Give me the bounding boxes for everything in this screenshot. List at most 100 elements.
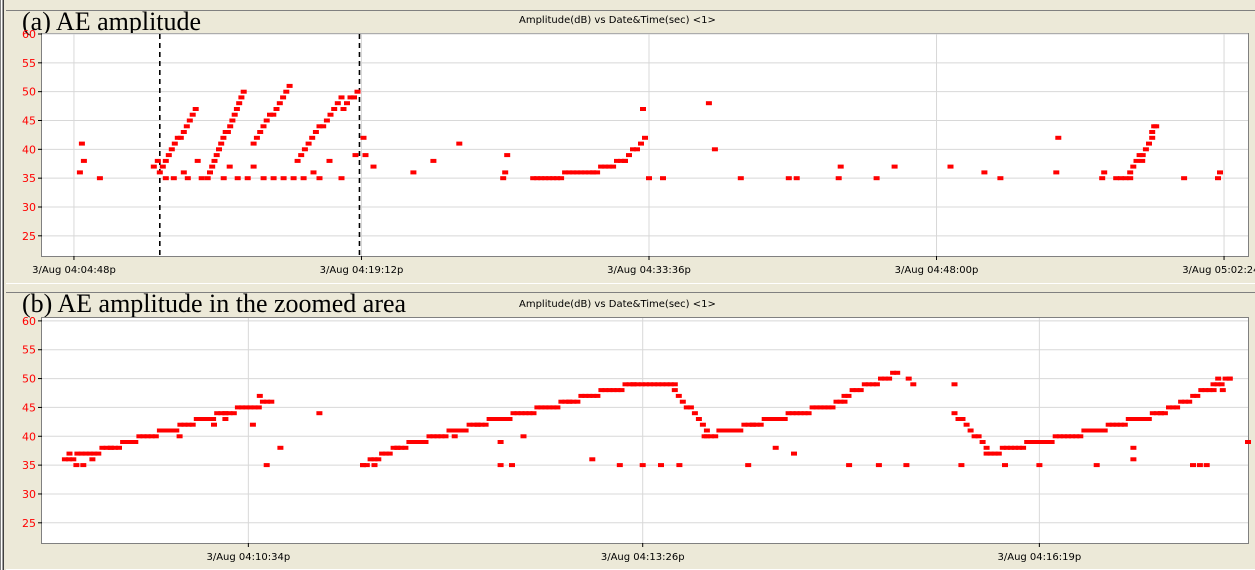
chart-a-point (216, 147, 222, 152)
chart-a-point (198, 176, 205, 181)
chart-a-ytick-label: 60 (22, 28, 36, 41)
chart-b-point (905, 376, 912, 381)
chart-a-point (316, 176, 323, 181)
chart-b-point (120, 440, 127, 444)
chart-b-point (422, 440, 429, 444)
chart-b-point (991, 451, 998, 456)
chart-b-ytick-label: 30 (22, 488, 36, 501)
chart-a-point (331, 107, 338, 111)
chart-b-xtick-label: 3/Aug 04:13:26p (601, 552, 685, 563)
chart-a-point (312, 130, 319, 134)
chart-b-point (550, 405, 557, 410)
chart-b-point (259, 399, 266, 404)
chart-b-point (1190, 393, 1197, 398)
chart-a-ytick-label: 45 (22, 114, 36, 127)
chart-b-point (379, 451, 386, 456)
chart-b-point (99, 445, 106, 450)
chart-a-point (213, 153, 220, 158)
chart-a-point (294, 158, 301, 163)
chart-b-point (1040, 440, 1047, 444)
chart-a-point (194, 158, 201, 163)
chart-b-point (594, 393, 601, 398)
chart-a-point (660, 176, 666, 181)
chart-a-point (554, 176, 561, 181)
chart-a-point (546, 176, 553, 181)
chart-b-point (371, 463, 378, 468)
chart-b-point (462, 428, 469, 433)
chart-b-point (618, 388, 625, 393)
chart-b-point (971, 434, 978, 439)
chart-a-point (270, 176, 277, 181)
chart-b-point (691, 411, 698, 416)
chart-b-point (86, 451, 93, 456)
chart-b-point (894, 370, 901, 375)
chart-a-point (180, 170, 187, 175)
chart-a-point (298, 153, 305, 158)
chart-b-point (1190, 463, 1196, 468)
chart-b-point (951, 382, 958, 387)
chart-b-point (761, 417, 768, 421)
chart-b-point (494, 417, 501, 421)
chart-b-point (520, 434, 527, 439)
chart-b-point (73, 463, 80, 468)
chart-b-point (651, 382, 658, 387)
chart-b-point (886, 376, 893, 381)
chart-a-plot-area[interactable]: 25 30 35 40 45 50 55 60 3/Aug 04:04:48p 3/Aug 04:… (22, 28, 1255, 276)
panel-b-label: (b) AE amplitude in the zoomed area (22, 289, 407, 318)
chart-b-point (66, 451, 73, 456)
chart-a-point (598, 164, 605, 169)
chart-b-point (402, 445, 409, 450)
chart-a-point (270, 112, 277, 117)
chart-b-point (987, 451, 994, 456)
chart-b-point (263, 463, 270, 468)
chart-b-point (841, 399, 848, 404)
chart-a-point (1149, 135, 1156, 140)
chart-a-point (351, 95, 357, 100)
chart-a-point (300, 176, 307, 181)
chart-b-point (268, 399, 275, 404)
chart-b-point (526, 411, 533, 416)
chart-a-point (250, 164, 257, 169)
chart-b-point (1012, 445, 1018, 450)
chart-b-point (558, 399, 565, 404)
chart-a-point (634, 147, 640, 152)
chart-b-point (497, 463, 504, 468)
chart-b-point (1032, 440, 1039, 444)
chart-b-point (967, 428, 974, 433)
chart-b-plot-area[interactable]: 25 30 35 40 45 50 55 60 3/Aug 04:10:34p 3/Aug 04:… (22, 315, 1251, 563)
chart-a-point (183, 124, 190, 129)
chart-a-point (150, 164, 157, 169)
chart-a-ytick-label: 50 (22, 86, 36, 99)
chart-b-ytick-label: 35 (22, 459, 36, 472)
chart-b-point (1202, 388, 1209, 393)
chart-a-point (793, 176, 800, 181)
chart-b-point (1097, 428, 1104, 433)
chart-b-point (910, 382, 917, 387)
chart-a-xtick-label: 3/Aug 04:04:48p (32, 265, 116, 276)
chart-b-point (1056, 434, 1063, 439)
chart-b-point (398, 445, 405, 450)
chart-b-point (882, 376, 888, 381)
chart-a-point (981, 170, 988, 175)
chart-b-point (103, 445, 110, 450)
chart-b-point (148, 434, 155, 439)
chart-b-point (382, 451, 389, 456)
chart-b-point (514, 411, 521, 416)
chart-b-point (995, 451, 1002, 456)
chart-b-point (128, 440, 135, 444)
chart-b-point (789, 411, 796, 416)
chart-a-point (566, 170, 573, 175)
chart-b-point (741, 422, 748, 427)
chart-b-ytick-label: 60 (22, 315, 36, 328)
chart-a-point (280, 95, 287, 100)
chart-b-point (107, 445, 114, 450)
chart-a-point (253, 135, 260, 140)
chart-a-point (165, 153, 172, 158)
chart-b-point (78, 451, 85, 456)
chart-b-point (1060, 434, 1067, 439)
chart-b-point (1153, 411, 1160, 416)
chart-b-point (841, 393, 848, 398)
chart-a-point (326, 158, 333, 163)
chart-b-point (454, 428, 461, 433)
chart-a-point (360, 135, 367, 140)
